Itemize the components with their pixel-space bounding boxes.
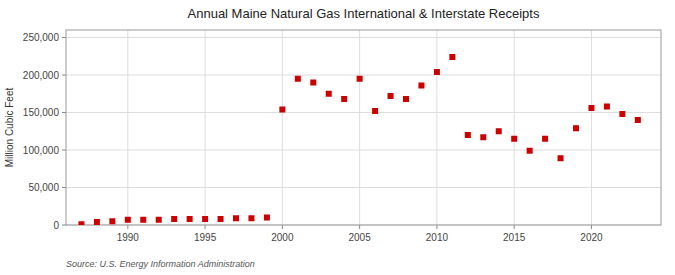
point bbox=[78, 221, 84, 225]
point bbox=[588, 105, 594, 111]
point bbox=[233, 215, 239, 221]
points bbox=[78, 54, 640, 225]
y-tick-label: 250,000 bbox=[23, 32, 60, 43]
x-tick-label: 2010 bbox=[426, 232, 449, 243]
y-grid-line bbox=[66, 37, 661, 38]
point bbox=[619, 111, 625, 117]
y-axis-label: Million Cubic Feet bbox=[4, 88, 15, 168]
point bbox=[635, 117, 641, 123]
axes: 0 50,000 100,000 150,000 200,000 250,000 1990 1… bbox=[23, 30, 661, 243]
x-grid-line bbox=[591, 30, 592, 225]
point bbox=[140, 217, 146, 223]
x-grid-line bbox=[205, 30, 206, 225]
y-tick bbox=[62, 37, 66, 38]
point bbox=[403, 96, 409, 102]
point bbox=[480, 134, 486, 140]
y-tick-label: 100,000 bbox=[23, 145, 60, 156]
y-tick-label: 200,000 bbox=[23, 70, 60, 81]
x-tick-label: 2005 bbox=[349, 232, 372, 243]
point bbox=[573, 125, 579, 131]
point bbox=[109, 218, 115, 224]
point bbox=[326, 91, 332, 97]
point bbox=[248, 215, 254, 221]
x-tick bbox=[282, 225, 283, 229]
y-grid-line bbox=[66, 150, 661, 151]
y-tick bbox=[62, 225, 66, 226]
point bbox=[418, 83, 424, 89]
point bbox=[357, 76, 363, 82]
point bbox=[341, 96, 347, 102]
grid bbox=[66, 30, 661, 225]
point bbox=[202, 216, 208, 222]
x-tick bbox=[591, 225, 592, 229]
y-tick-label: 150,000 bbox=[23, 107, 60, 118]
point bbox=[388, 93, 394, 99]
point bbox=[187, 216, 193, 222]
chart: Annual Maine Natural Gas International &… bbox=[0, 0, 675, 275]
y-grid-line bbox=[66, 75, 661, 76]
x-tick bbox=[359, 225, 360, 229]
x-grid-line bbox=[282, 30, 283, 225]
y-tick bbox=[62, 150, 66, 151]
point bbox=[279, 107, 285, 113]
point bbox=[604, 104, 610, 110]
x-tick-label: 2015 bbox=[503, 232, 526, 243]
point bbox=[218, 216, 224, 222]
y-grid-line bbox=[66, 187, 661, 188]
point bbox=[527, 148, 533, 154]
x-tick bbox=[436, 225, 437, 229]
y-grid-line bbox=[66, 112, 661, 113]
point bbox=[496, 128, 502, 134]
y-tick bbox=[62, 187, 66, 188]
y-tick bbox=[62, 75, 66, 76]
x-tick bbox=[127, 225, 128, 229]
x-grid-line bbox=[359, 30, 360, 225]
x-tick bbox=[514, 225, 515, 229]
point bbox=[310, 80, 316, 86]
y-tick-label: 0 bbox=[53, 220, 59, 231]
point bbox=[449, 54, 455, 60]
y-tick bbox=[62, 112, 66, 113]
point bbox=[171, 216, 177, 222]
plot-frame bbox=[66, 30, 661, 225]
point bbox=[511, 136, 517, 142]
x-grid-line bbox=[127, 30, 128, 225]
x-tick bbox=[205, 225, 206, 229]
point bbox=[156, 217, 162, 223]
point bbox=[295, 76, 301, 82]
y-tick-label: 50,000 bbox=[28, 182, 59, 193]
title: Annual Maine Natural Gas International &… bbox=[188, 6, 540, 21]
point bbox=[372, 108, 378, 114]
x-grid-line bbox=[514, 30, 515, 225]
point bbox=[434, 69, 440, 75]
point bbox=[125, 217, 131, 223]
point bbox=[94, 219, 100, 225]
point bbox=[264, 215, 270, 221]
x-tick-label: 1990 bbox=[117, 232, 140, 243]
x-tick-label: 2000 bbox=[271, 232, 294, 243]
x-tick-label: 1995 bbox=[194, 232, 217, 243]
x-grid-line bbox=[436, 30, 437, 225]
x-tick-label: 2020 bbox=[580, 232, 603, 243]
point bbox=[558, 155, 564, 161]
point bbox=[465, 132, 471, 138]
point bbox=[542, 136, 548, 142]
source-note: Source: U.S. Energy Information Administ… bbox=[66, 259, 255, 269]
